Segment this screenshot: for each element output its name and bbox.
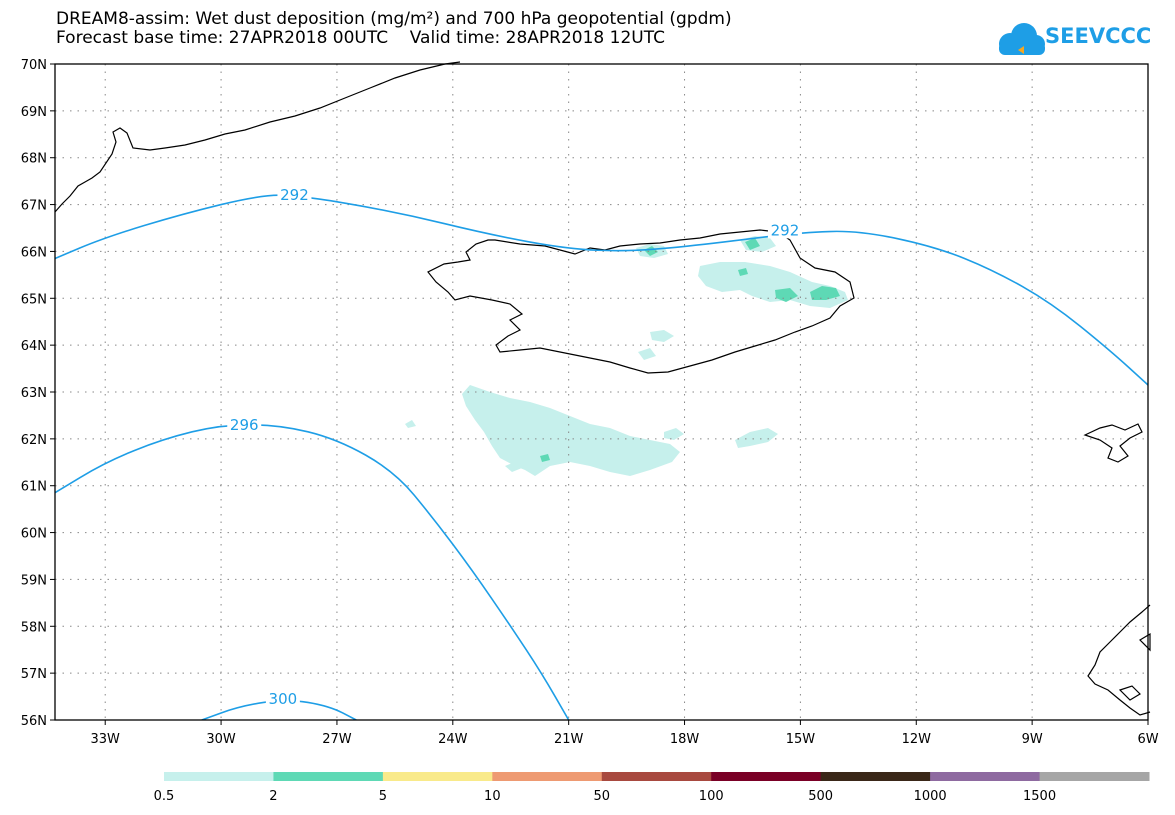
scotland-coast bbox=[1087, 604, 1151, 716]
faroe-islands-coast bbox=[1083, 423, 1143, 463]
contour-label-background bbox=[227, 415, 262, 433]
dust-patch bbox=[462, 385, 680, 476]
dust-patch bbox=[810, 286, 840, 300]
dust-patch bbox=[405, 420, 416, 428]
longitude-label: 27W bbox=[322, 732, 352, 747]
dust-patch bbox=[775, 288, 798, 302]
logo-text: SEEVCCC bbox=[1045, 24, 1152, 48]
dust-patch bbox=[735, 428, 778, 448]
colorbar-label: 100 bbox=[699, 789, 724, 804]
colorbar-label: 2 bbox=[269, 789, 277, 804]
map-frame bbox=[54, 63, 1149, 721]
contour-label-background bbox=[277, 186, 312, 204]
colorbar-label: 5 bbox=[379, 789, 387, 804]
iceland-coast bbox=[427, 229, 855, 374]
colorbar-label: 50 bbox=[594, 789, 611, 804]
longitude-label: 18W bbox=[670, 732, 700, 747]
longitude-label: 30W bbox=[206, 732, 236, 747]
colorbar-label: 1000 bbox=[914, 789, 947, 804]
colorbar-label: 500 bbox=[808, 789, 833, 804]
longitude-label: 15W bbox=[786, 732, 816, 747]
contour-300 bbox=[201, 699, 357, 720]
latitude-label: 61N bbox=[21, 480, 47, 495]
latitude-label: 57N bbox=[21, 667, 47, 682]
dust-patch bbox=[738, 268, 748, 276]
contour-label-background bbox=[767, 221, 802, 239]
colorbar-swatch bbox=[601, 772, 712, 781]
dust-patch bbox=[505, 462, 522, 472]
colorbar-label: 0.5 bbox=[154, 789, 175, 804]
colorbar-swatch bbox=[492, 772, 603, 781]
colorbar-swatch bbox=[1039, 772, 1150, 781]
colorbar-swatch bbox=[930, 772, 1041, 781]
latitude-label: 56N bbox=[21, 714, 47, 729]
latitude-label: 64N bbox=[21, 339, 47, 354]
longitude-labels: 33W 30W 27W 24W 21W 18W 15W 12W 9W 6W bbox=[91, 720, 1159, 747]
longitude-label: 6W bbox=[1137, 732, 1158, 747]
colorbar-swatch bbox=[820, 772, 931, 781]
colorbar-swatch bbox=[711, 772, 822, 781]
latitude-label: 60N bbox=[21, 527, 47, 542]
coastlines bbox=[54, 61, 1151, 716]
grid-lines bbox=[55, 64, 1148, 720]
latitude-labels: 70N 69N 68N 67N 66N 65N 64N 63N 62N 61N 60N 59N 58N 5… bbox=[21, 58, 55, 729]
colorbar-swatch bbox=[382, 772, 493, 781]
dust-patch bbox=[540, 454, 550, 462]
contour-label: 300 bbox=[269, 690, 298, 708]
contour-296 bbox=[55, 423, 570, 720]
latitude-label: 58N bbox=[21, 620, 47, 635]
dust-deposition-layer bbox=[405, 236, 848, 476]
longitude-label: 33W bbox=[91, 732, 121, 747]
dust-patch bbox=[745, 238, 760, 250]
latitude-label: 65N bbox=[21, 292, 47, 307]
dust-patch bbox=[650, 330, 674, 342]
latitude-label: 70N bbox=[21, 58, 47, 73]
colorbar-label: 10 bbox=[484, 789, 501, 804]
latitude-label: 62N bbox=[21, 433, 47, 448]
colorbar-swatch bbox=[273, 772, 384, 781]
latitude-label: 68N bbox=[21, 152, 47, 167]
dust-patch bbox=[698, 262, 848, 308]
longitude-label: 9W bbox=[1022, 732, 1043, 747]
contour-label: 292 bbox=[280, 186, 309, 204]
map-title-line-1: DREAM8-assim: Wet dust deposition (mg/m²… bbox=[56, 9, 732, 29]
geopotential-contours bbox=[55, 194, 1148, 720]
contour-label: 292 bbox=[771, 221, 800, 239]
contour-label-background bbox=[265, 689, 300, 707]
latitude-label: 66N bbox=[21, 245, 47, 260]
dust-patch bbox=[638, 348, 656, 360]
longitude-label: 12W bbox=[902, 732, 932, 747]
greenland-coast bbox=[54, 61, 461, 213]
latitude-label: 63N bbox=[21, 386, 47, 401]
longitude-label: 24W bbox=[438, 732, 468, 747]
colorbar-label: 1500 bbox=[1023, 789, 1056, 804]
color-legend: 0.5 2 5 10 50 100 500 1000 1500 bbox=[154, 772, 1150, 804]
latitude-label: 67N bbox=[21, 199, 47, 214]
contour-292 bbox=[55, 194, 1148, 386]
contour-labels: 292 292 296 300 bbox=[227, 186, 802, 708]
longitude-label: 21W bbox=[554, 732, 584, 747]
contour-label: 296 bbox=[230, 416, 259, 434]
colorbar-swatch bbox=[164, 772, 274, 781]
map-title-line-2: Forecast base time: 27APR2018 00UTC Vali… bbox=[56, 28, 665, 48]
latitude-label: 59N bbox=[21, 573, 47, 588]
dust-patch bbox=[664, 428, 684, 440]
latitude-label: 69N bbox=[21, 105, 47, 120]
cloud-logo-icon bbox=[999, 23, 1045, 55]
